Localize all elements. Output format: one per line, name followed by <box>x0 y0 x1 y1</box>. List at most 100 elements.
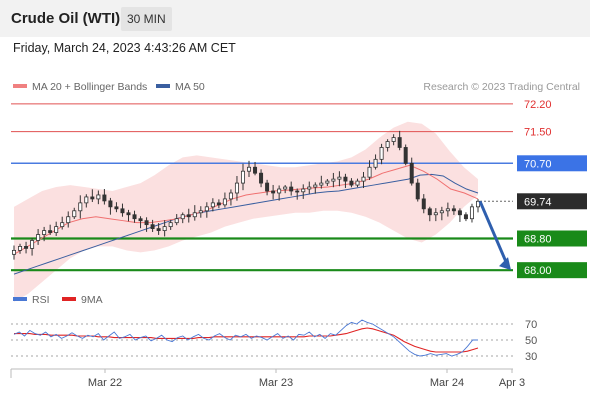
candle-body <box>42 230 47 235</box>
candle-body <box>192 212 197 218</box>
candle-body <box>331 178 336 182</box>
candle-body <box>271 190 276 194</box>
candle-body <box>138 218 143 222</box>
candle-body <box>301 188 306 193</box>
candle-body <box>355 180 360 186</box>
level-label-0: 72.20 <box>524 99 552 111</box>
ma50-legend-swatch <box>156 84 170 88</box>
candle-body <box>114 206 119 210</box>
candle-body <box>150 224 155 230</box>
price-legend: MA 20 + Bollinger Bands MA 50 <box>13 81 205 93</box>
x-tick-label: Mar 22 <box>88 377 122 389</box>
candle-body <box>457 210 462 216</box>
candle-body <box>24 246 29 249</box>
candle-body <box>427 208 432 216</box>
candle-body <box>30 240 35 249</box>
candle-body <box>397 137 402 148</box>
candle-body <box>102 194 107 202</box>
candle-body <box>78 202 83 212</box>
candle-body <box>289 186 294 192</box>
ma50-legend-label: MA 50 <box>175 81 205 93</box>
candle-body <box>283 186 288 190</box>
chart-header: Crude Oil (WTI) 30 MIN <box>0 0 590 37</box>
level-label-bg-2 <box>517 155 587 172</box>
candle-body <box>277 188 282 194</box>
candle-body <box>451 208 456 212</box>
x-tick-label: Apr 3 <box>499 377 525 389</box>
candle-body <box>180 214 185 220</box>
candle-body <box>132 214 137 220</box>
candle-body <box>222 198 227 206</box>
rsi-tick-70: 70 <box>525 319 537 331</box>
candle-body <box>385 141 390 148</box>
candle-body <box>108 200 113 208</box>
candle-body <box>66 216 71 224</box>
candle-body <box>409 162 414 184</box>
moving-averages <box>13 164 479 275</box>
candle-body <box>295 190 300 193</box>
level-label-1: 71.50 <box>524 127 552 139</box>
bollinger-band <box>14 121 478 302</box>
candle-body <box>373 158 378 168</box>
level-label-bg-3 <box>517 193 587 210</box>
forecast-arrow-shaft <box>478 200 509 265</box>
candle-body <box>144 220 149 226</box>
candle-body <box>90 196 95 200</box>
candle-body <box>367 166 372 178</box>
candle-body <box>186 214 191 218</box>
candle-body <box>36 234 41 241</box>
candle-body <box>210 202 215 208</box>
ma9-legend-swatch <box>62 297 76 301</box>
candle-body <box>48 230 53 233</box>
forecast-arrow-head <box>499 257 511 271</box>
candle-body <box>84 196 89 204</box>
level-label-3: 69.74 <box>524 196 552 208</box>
ma50-line <box>13 173 479 275</box>
candle-body <box>259 172 264 184</box>
candle-body <box>247 166 252 172</box>
candle-body <box>415 182 420 200</box>
candles <box>11 130 480 260</box>
price-levels <box>11 103 513 272</box>
candle-body <box>463 214 468 220</box>
rsi-legend: RSI 9MA <box>13 294 103 306</box>
rsi-line <box>13 319 478 357</box>
level-labels: 72.20 71.50 70.70 69.74 68.80 68.00 <box>517 99 587 279</box>
candle-body <box>126 212 131 216</box>
rsi-pane: 70 50 30 <box>11 319 537 363</box>
candle-body <box>168 222 173 228</box>
candle-body <box>325 180 330 184</box>
candle-body <box>234 182 239 194</box>
candle-body <box>240 170 245 184</box>
ma20-legend-label: MA 20 + Bollinger Bands <box>32 81 147 93</box>
candle-body <box>469 206 474 220</box>
candle-body <box>60 222 65 228</box>
rsi-tick-30: 30 <box>525 351 537 363</box>
ma9-legend-label: 9MA <box>81 294 103 306</box>
candle-body <box>349 180 354 186</box>
x-tick-label: Mar 24 <box>430 377 464 389</box>
rsi-legend-swatch <box>13 297 27 301</box>
candle-body <box>156 228 161 231</box>
timeframe-badge[interactable]: 30 MIN <box>121 7 172 31</box>
level-label-4: 68.80 <box>524 234 552 246</box>
candle-body <box>445 208 450 212</box>
forecast-arrow <box>478 200 511 271</box>
candle-body <box>198 210 203 214</box>
rsi-tick-50: 50 <box>525 335 537 347</box>
candle-body <box>18 246 23 251</box>
level-label-5: 68.00 <box>524 265 552 277</box>
bollinger-band-area <box>14 121 478 302</box>
candle-body <box>96 194 101 200</box>
ma20-line <box>13 164 479 255</box>
candle-body <box>313 184 318 188</box>
level-label-bg-5 <box>517 262 587 279</box>
rsi-legend-label: RSI <box>32 294 50 306</box>
level-label-bg-4 <box>517 230 587 247</box>
candle-body <box>265 182 270 192</box>
instrument-title: Crude Oil (WTI) <box>11 10 121 27</box>
candle-body <box>253 166 258 174</box>
candle-body <box>343 176 348 182</box>
candle-body <box>216 202 221 206</box>
